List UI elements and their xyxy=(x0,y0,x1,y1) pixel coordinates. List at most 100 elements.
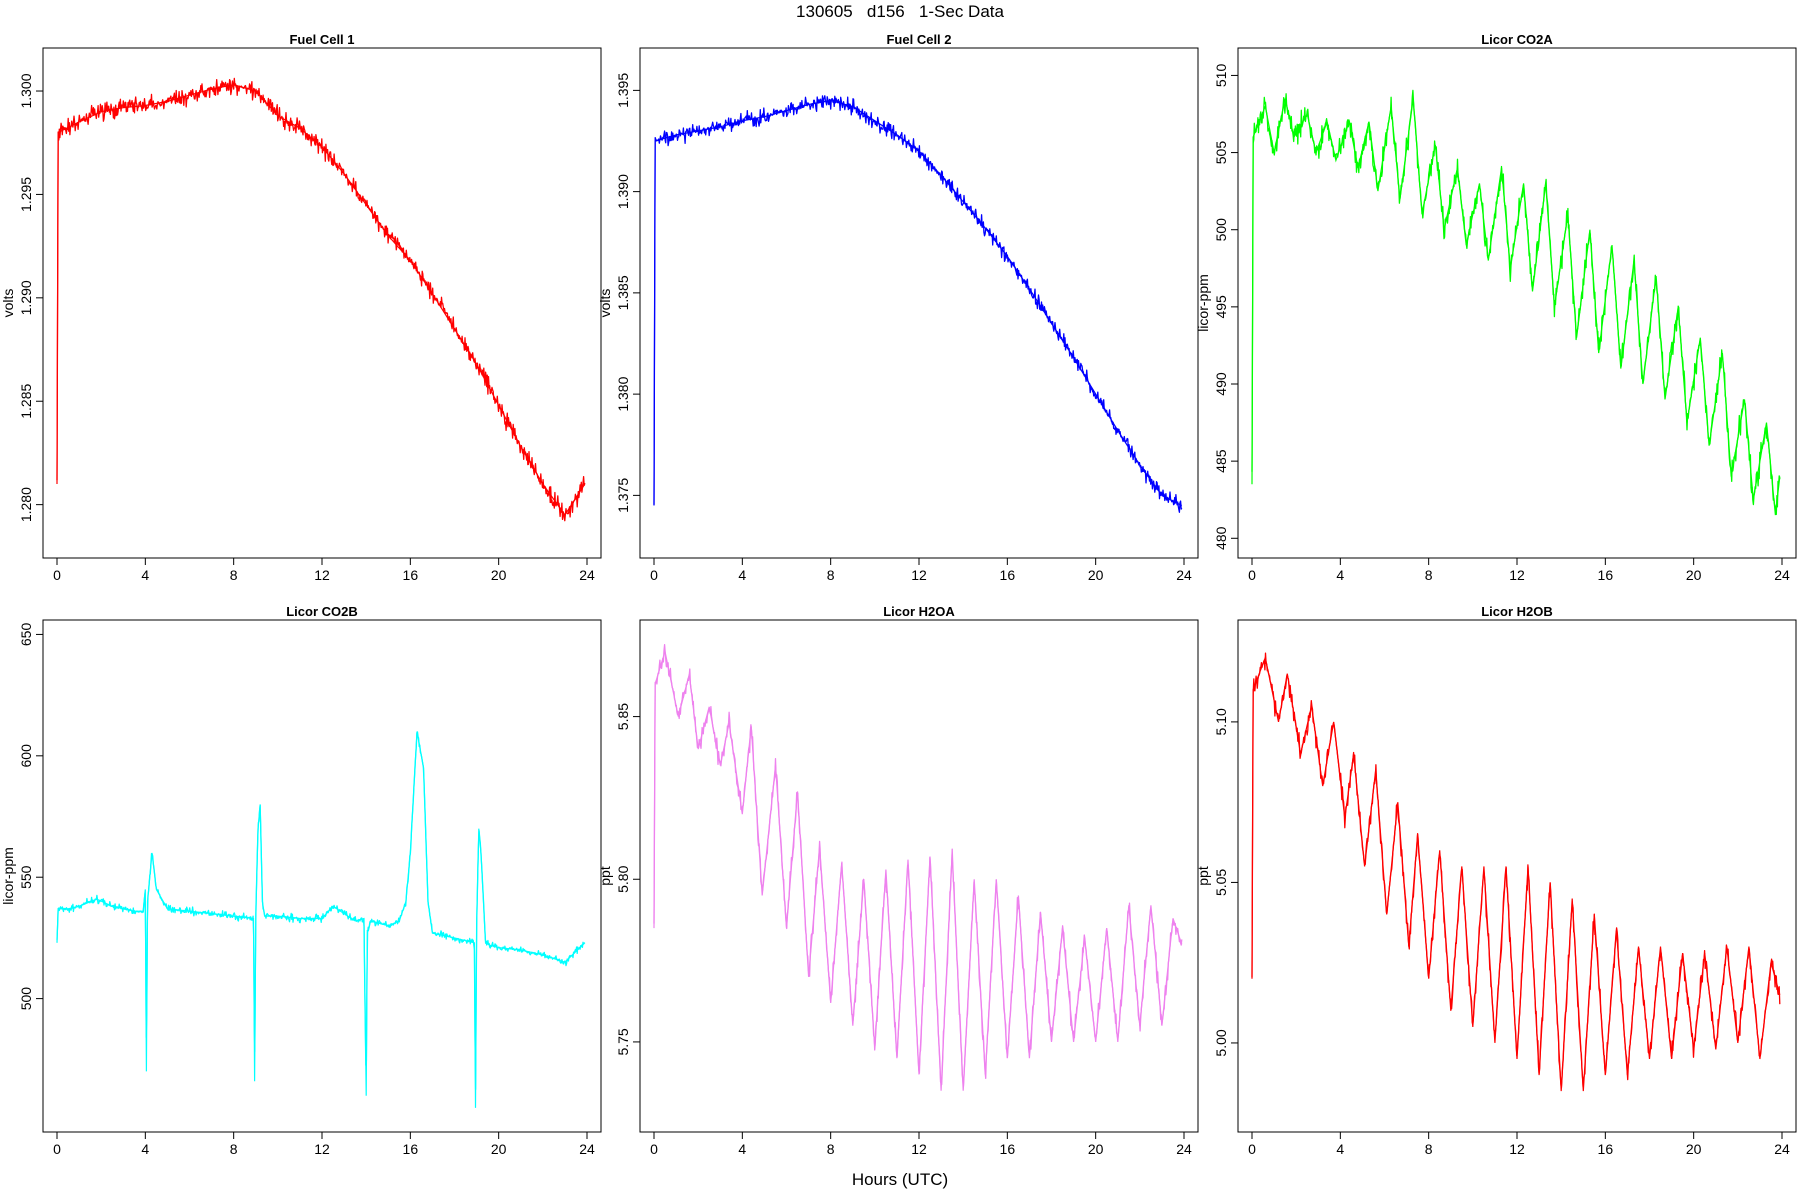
panel-title: Licor H2OA xyxy=(883,604,955,619)
y-tick-label: 5.00 xyxy=(1213,1029,1229,1056)
y-tick-label: 1.375 xyxy=(615,478,631,513)
series-line xyxy=(1251,89,1781,516)
x-tick-label: 20 xyxy=(491,567,507,583)
y-tick-label: 650 xyxy=(18,623,34,647)
y-tick-label: 510 xyxy=(1213,64,1229,88)
x-tick-label: 24 xyxy=(579,1141,595,1157)
panel-1: Fuel Cell 1 volts 0 4 8 12 16 20 24 1.280 1.285 1.2… xyxy=(0,32,602,583)
x-tick-label: 12 xyxy=(911,1141,927,1157)
x-tick-label: 4 xyxy=(141,567,149,583)
y-tick-label: 1.300 xyxy=(18,73,34,108)
plot-frame xyxy=(42,619,602,1133)
y-axis-label: volts xyxy=(0,289,16,318)
y-tick-label: 490 xyxy=(1213,372,1229,396)
panel-6: Licor H2OB ppt 0 4 8 12 16 20 24 5.00 5.05 5.10 xyxy=(1195,604,1797,1157)
x-tick-label: 24 xyxy=(1774,1141,1790,1157)
x-tick-label: 12 xyxy=(314,1141,330,1157)
series-line-anchors xyxy=(56,731,586,1108)
x-tick-label: 16 xyxy=(1000,1141,1016,1157)
y-tick-label: 480 xyxy=(1213,526,1229,550)
x-tick-label: 4 xyxy=(141,1141,149,1157)
y-tick-label: 1.280 xyxy=(18,487,34,522)
y-tick-label: 1.380 xyxy=(615,376,631,411)
y-tick-label: 550 xyxy=(18,865,34,889)
series-line-anchors xyxy=(1251,98,1781,516)
y-tick-label: 5.10 xyxy=(1213,708,1229,735)
y-tick-label: 500 xyxy=(18,987,34,1011)
series-line-anchors xyxy=(56,84,586,517)
x-tick-label: 0 xyxy=(53,1141,61,1157)
x-tick-label: 8 xyxy=(1425,1141,1433,1157)
y-tick-label: 1.385 xyxy=(615,275,631,310)
y-tick-label: 485 xyxy=(1213,449,1229,473)
x-tick-label: 20 xyxy=(491,1141,507,1157)
x-tick-label: 8 xyxy=(1425,567,1433,583)
y-tick-label: 495 xyxy=(1213,295,1229,319)
x-tick-label: 24 xyxy=(1176,1141,1192,1157)
y-tick-label: 1.285 xyxy=(18,384,34,419)
x-tick-label: 20 xyxy=(1088,1141,1104,1157)
x-tick-label: 0 xyxy=(650,1141,658,1157)
x-tick-label: 20 xyxy=(1686,567,1702,583)
x-tick-label: 8 xyxy=(827,567,835,583)
y-tick-label: 1.390 xyxy=(615,174,631,209)
y-tick-label: 600 xyxy=(18,744,34,768)
x-tick-label: 16 xyxy=(1598,1141,1614,1157)
series-line xyxy=(1251,652,1781,1089)
series-line-anchors xyxy=(653,651,1183,1091)
panel-5: Licor H2OA ppt 0 4 8 12 16 20 24 5.75 5.80 5.85 xyxy=(597,604,1199,1157)
x-tick-label: 4 xyxy=(1336,1141,1344,1157)
x-tick-label: 16 xyxy=(1000,567,1016,583)
x-tick-label: 4 xyxy=(1336,567,1344,583)
x-tick-label: 8 xyxy=(827,1141,835,1157)
x-tick-label: 12 xyxy=(1509,1141,1525,1157)
x-axis-title: Hours (UTC) xyxy=(851,1170,949,1189)
series-line xyxy=(653,95,1183,513)
panel-title: Licor H2OB xyxy=(1481,604,1553,619)
x-tick-label: 0 xyxy=(53,567,61,583)
x-tick-label: 16 xyxy=(1598,567,1614,583)
x-tick-label: 16 xyxy=(403,1141,419,1157)
plot-frame xyxy=(639,619,1199,1133)
plot-frame xyxy=(1237,47,1797,559)
y-tick-label: 5.80 xyxy=(615,865,631,892)
x-tick-label: 12 xyxy=(1509,567,1525,583)
panel-2: Fuel Cell 2 volts 0 4 8 12 16 20 24 1.375 1.380 1.3… xyxy=(597,32,1199,583)
y-tick-label: 1.295 xyxy=(18,177,34,212)
y-tick-label: 505 xyxy=(1213,141,1229,165)
y-tick-label: 5.75 xyxy=(615,1028,631,1055)
x-tick-label: 0 xyxy=(1248,567,1256,583)
x-tick-label: 8 xyxy=(230,1141,238,1157)
series-line xyxy=(653,644,1183,1088)
panel-title: Licor CO2A xyxy=(1481,32,1553,47)
y-axis-label: licor-ppm xyxy=(1195,274,1211,332)
x-tick-label: 0 xyxy=(1248,1141,1256,1157)
panel-title: Fuel Cell 2 xyxy=(886,32,951,47)
x-tick-label: 12 xyxy=(911,567,927,583)
y-tick-label: 500 xyxy=(1213,218,1229,242)
panel-title: Fuel Cell 1 xyxy=(289,32,354,47)
x-tick-label: 24 xyxy=(1176,567,1192,583)
y-tick-label: 5.05 xyxy=(1213,869,1229,896)
panel-4: Licor CO2B licor-ppm 0 4 8 12 16 20 24 500 550 600 6… xyxy=(0,604,602,1157)
series-line-anchors xyxy=(1251,655,1781,1092)
y-tick-label: 1.395 xyxy=(615,73,631,108)
series-line-anchors xyxy=(653,99,1183,507)
x-tick-label: 4 xyxy=(738,1141,746,1157)
y-tick-label: 5.85 xyxy=(615,703,631,730)
y-axis-label: ppt xyxy=(1195,866,1211,886)
x-tick-label: 4 xyxy=(738,567,746,583)
y-axis-label: ppt xyxy=(597,866,613,886)
x-tick-label: 0 xyxy=(650,567,658,583)
y-axis-label: licor-ppm xyxy=(0,847,16,905)
plot-frame xyxy=(639,47,1199,559)
plot-frame xyxy=(42,47,602,559)
x-tick-label: 20 xyxy=(1088,567,1104,583)
x-tick-label: 20 xyxy=(1686,1141,1702,1157)
y-tick-label: 1.290 xyxy=(18,280,34,315)
x-tick-label: 8 xyxy=(230,567,238,583)
x-tick-label: 16 xyxy=(403,567,419,583)
series-line xyxy=(56,77,586,522)
figure-title: 130605 d156 1-Sec Data xyxy=(796,2,1004,21)
